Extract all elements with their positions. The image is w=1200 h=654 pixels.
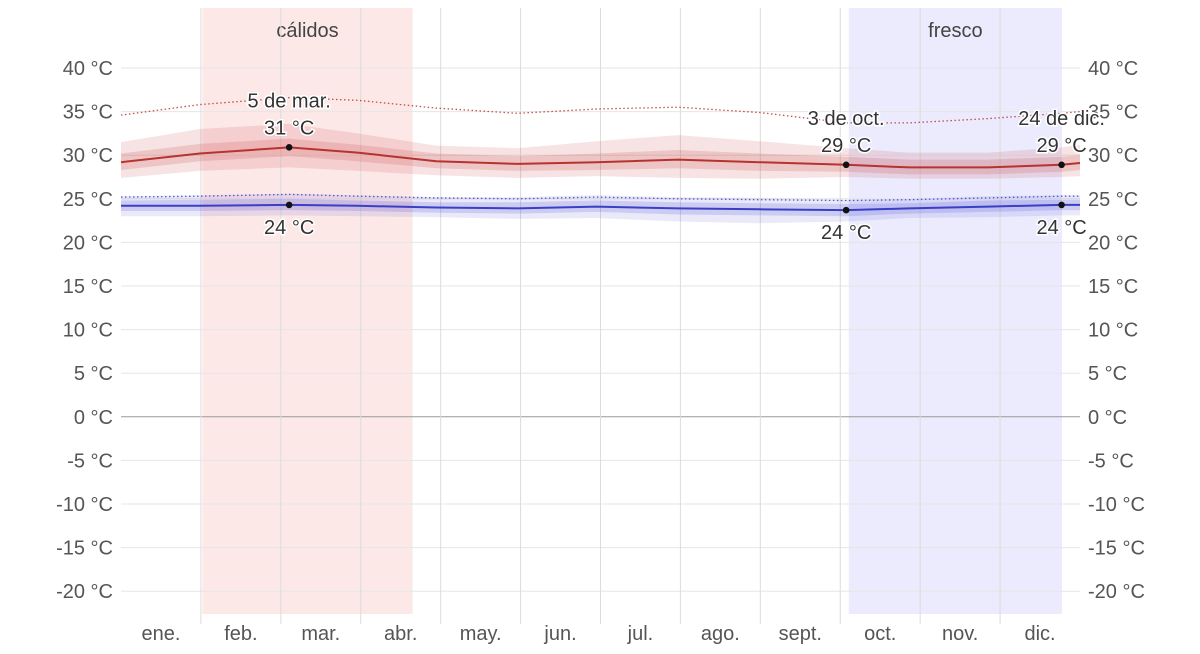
season-band-1	[848, 8, 1062, 614]
y-tick-label-left: 30 °C	[63, 145, 113, 167]
month-label: nov.	[942, 623, 978, 645]
y-tick-label-left: 5 °C	[74, 363, 113, 385]
y-tick-label-right: -20 °C	[1088, 581, 1145, 603]
y-tick-label-left: -10 °C	[56, 494, 113, 516]
y-tick-label-left: 35 °C	[63, 102, 113, 124]
annotations: 31 °C 5 de mar. 24 °C 29 °C 3 de oct. 24 °C 29…	[246, 89, 1107, 246]
y-tick-label-right: -5 °C	[1088, 450, 1134, 472]
axis-labels: 40 °C 40 °C 35 °C 35 °C 30 °C 30 °C 25 °C 25 °C…	[56, 58, 1145, 645]
y-tick-label-left: -15 °C	[56, 538, 113, 560]
month-label: jul.	[627, 623, 654, 645]
annotation-date-2: 3 de oct.	[808, 108, 885, 130]
month-label: feb.	[224, 623, 257, 645]
y-tick-label-left: -5 °C	[67, 450, 113, 472]
month-label: may.	[460, 623, 502, 645]
annotation-point-5	[1058, 201, 1065, 209]
low-band-outer	[121, 193, 1080, 224]
y-tick-label-left: 0 °C	[74, 407, 113, 429]
high-record-line	[120, 96, 1081, 124]
month-label: mar.	[301, 623, 340, 645]
grid	[121, 8, 1080, 624]
month-label: abr.	[384, 623, 417, 645]
high-line	[120, 146, 1081, 169]
y-tick-label-right: 10 °C	[1088, 320, 1138, 342]
annotation-point-0	[285, 144, 293, 151]
month-label: ago.	[701, 623, 740, 645]
y-tick-label-left: 15 °C	[63, 276, 113, 298]
annotation-point-2	[842, 161, 850, 169]
y-tick-label-left: 25 °C	[63, 189, 113, 211]
annotation-value-0: 31 °C	[264, 117, 314, 139]
annotation-value-3: 24 °C	[821, 222, 871, 244]
y-tick-label-right: 20 °C	[1088, 232, 1138, 254]
month-label: jun.	[543, 623, 576, 645]
y-tick-label-left: 20 °C	[63, 232, 113, 254]
month-label: dic.	[1024, 623, 1055, 645]
annotation-value-4: 29 °C	[1036, 135, 1086, 157]
low-line	[121, 203, 1080, 212]
y-tick-label-left: 10 °C	[63, 320, 113, 342]
annotation-point-4	[1058, 161, 1065, 169]
annotation-point-1	[285, 201, 293, 209]
season-bands: cálidos fresco	[202, 8, 1062, 614]
y-tick-label-right: 15 °C	[1088, 276, 1138, 298]
y-tick-label-right: 0 °C	[1088, 407, 1127, 429]
y-tick-label-left: 40 °C	[63, 58, 113, 80]
month-label: oct.	[864, 623, 896, 645]
month-label: ene.	[141, 623, 180, 645]
y-tick-label-left: -20 °C	[56, 581, 113, 603]
y-tick-label-right: -10 °C	[1088, 494, 1145, 516]
season-label-0: cálidos	[276, 20, 338, 42]
annotation-value-5: 24 °C	[1036, 217, 1086, 239]
y-tick-label-right: 35 °C	[1088, 102, 1138, 124]
y-tick-label-right: 40 °C	[1088, 58, 1138, 80]
annotation-value-1: 24 °C	[264, 217, 314, 239]
y-tick-label-right: 30 °C	[1088, 145, 1138, 167]
y-tick-label-right: 5 °C	[1088, 363, 1127, 385]
y-tick-label-right: 25 °C	[1088, 189, 1138, 211]
month-label: sept.	[779, 623, 822, 645]
season-band-0	[202, 8, 413, 614]
y-tick-label-right: -15 °C	[1088, 538, 1145, 560]
annotation-date-4: 24 de dic.	[1018, 108, 1105, 130]
temperature-lines	[120, 96, 1081, 212]
annotation-point-3	[842, 206, 850, 214]
season-label-1: fresco	[928, 20, 982, 42]
annotation-value-2: 29 °C	[821, 135, 871, 157]
annotation-date-0: 5 de mar.	[247, 90, 330, 112]
low-record-line	[120, 193, 1080, 202]
